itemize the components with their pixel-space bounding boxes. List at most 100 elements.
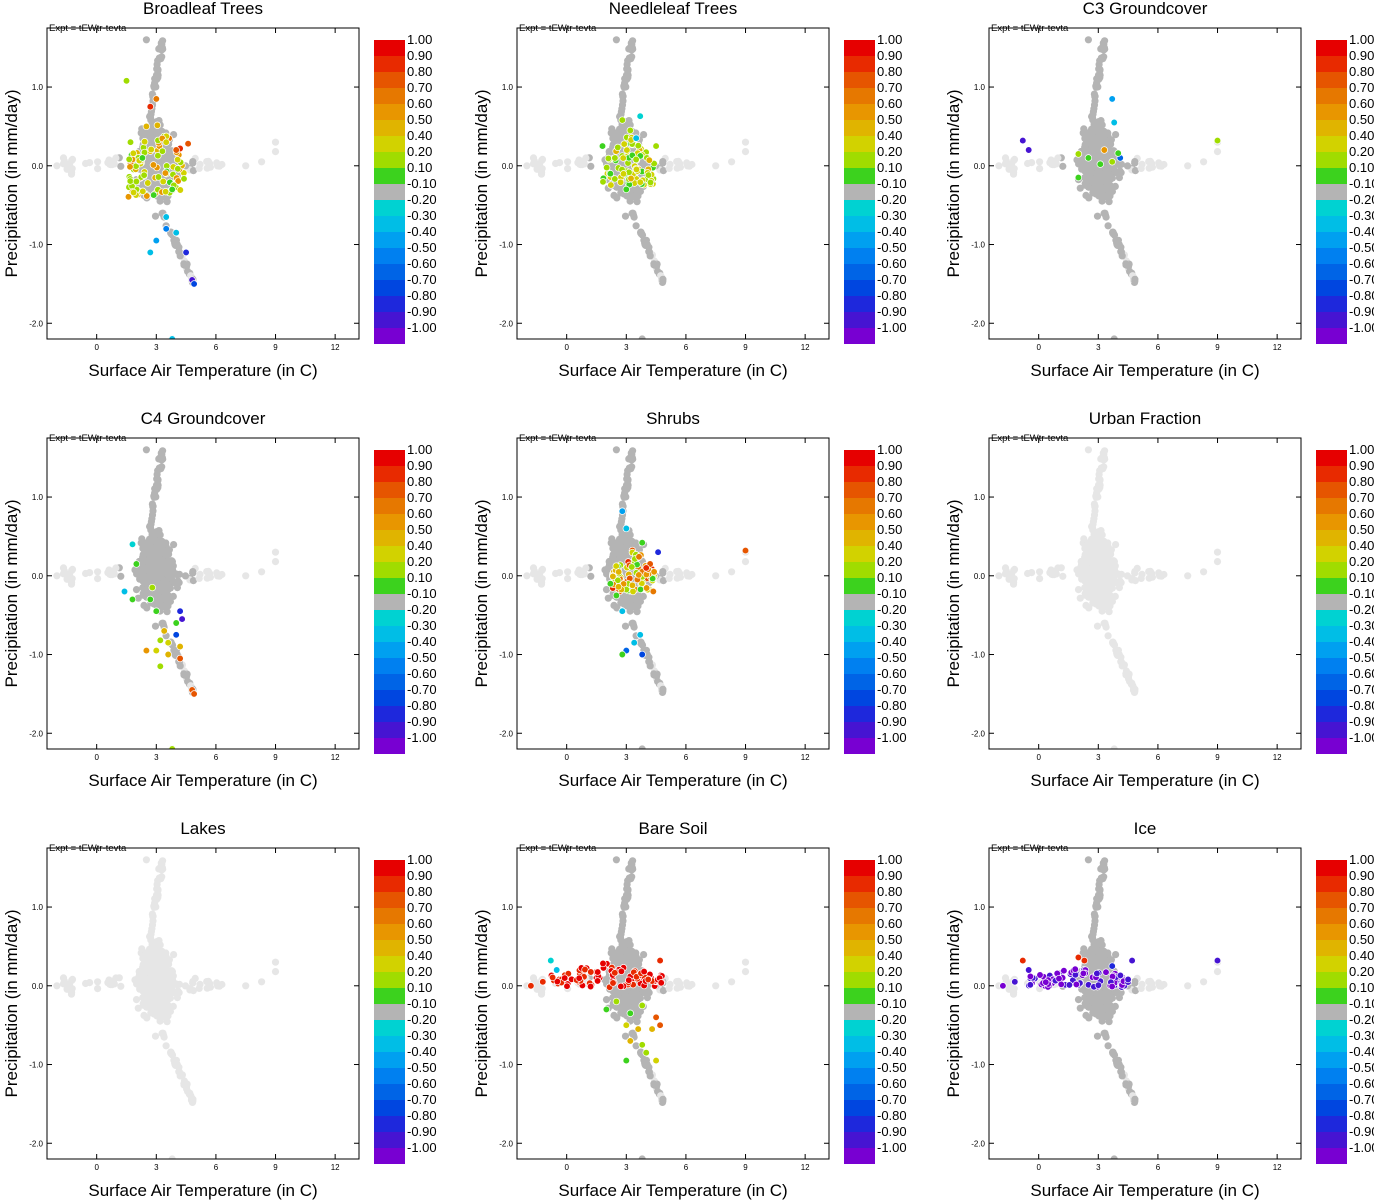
colored-point <box>598 142 607 150</box>
colorbar-label: 0.10 <box>877 160 902 175</box>
y-tick-label: -1.0 <box>499 651 513 660</box>
colored-point <box>622 524 630 533</box>
neutral-point <box>140 601 148 610</box>
neutral-point <box>626 121 634 129</box>
y-tick-label: -2.0 <box>971 319 985 328</box>
colored-point <box>128 595 137 604</box>
neutral-point <box>165 583 173 591</box>
neutral-point <box>1123 162 1132 170</box>
colored-point <box>172 631 180 639</box>
colorbar-label: -0.10 <box>877 176 907 191</box>
colorbar-label: 0.50 <box>1349 112 1374 127</box>
colorbar-swatch <box>844 328 875 344</box>
neutral-point <box>628 454 636 462</box>
colored-point <box>148 583 156 592</box>
colored-point <box>616 178 625 186</box>
neutral-point <box>1076 184 1084 192</box>
x-tick-label: 12 <box>331 753 340 762</box>
neutral-point <box>158 454 166 462</box>
colorbar-label: -0.60 <box>1349 256 1374 271</box>
neutral-point <box>564 575 572 583</box>
colorbar-swatch <box>374 498 405 514</box>
colored-point <box>120 587 129 596</box>
neutral-point <box>587 572 595 580</box>
colorbar-swatch <box>1316 200 1347 216</box>
x-axis-label: Surface Air Temperature (in C) <box>558 361 787 380</box>
colored-point <box>618 607 626 615</box>
colorbar-swatch <box>1316 168 1347 184</box>
y-axis-label: Precipitation (in mm/day) <box>2 499 21 687</box>
neutral-point <box>175 570 183 578</box>
colored-point <box>176 654 184 663</box>
neutral-point <box>556 569 564 577</box>
colored-point <box>626 126 634 135</box>
colorbar-swatch <box>374 200 405 216</box>
neutral-point <box>1082 191 1090 199</box>
colored-point <box>634 142 642 150</box>
colored-point <box>174 165 182 173</box>
colored-point <box>153 121 162 129</box>
colored-point <box>129 188 138 197</box>
neutral-point <box>1200 158 1208 166</box>
colored-point <box>172 619 180 627</box>
neutral-point <box>68 156 76 164</box>
panel-title: Broadleaf Trees <box>143 0 263 18</box>
colorbar-label: -1.00 <box>1349 320 1374 335</box>
colored-point <box>620 140 628 148</box>
colored-point <box>632 155 640 164</box>
colorbar-label: 1.00 <box>877 32 902 47</box>
x-tick-label: 6 <box>214 753 219 762</box>
colorbar-swatch <box>844 136 875 152</box>
neutral-point <box>616 523 625 532</box>
neutral-point <box>659 167 668 175</box>
colorbar-label: 0.20 <box>1349 144 1374 159</box>
x-tick-label: 0 <box>564 343 569 352</box>
colorbar-label: 0.90 <box>877 48 902 63</box>
neutral-point <box>110 160 118 168</box>
neutral-point <box>538 156 546 164</box>
colored-point <box>649 587 657 596</box>
neutral-point <box>609 554 617 562</box>
colored-point <box>128 540 137 548</box>
neutral-point <box>183 672 191 680</box>
neutral-point <box>1090 160 1098 168</box>
colorbar-swatch <box>844 72 875 88</box>
neutral-point <box>86 159 94 167</box>
colorbar-label: -0.90 <box>407 304 437 319</box>
colorbar-label: -0.70 <box>877 272 907 287</box>
neutral-point <box>175 243 183 251</box>
neutral-point <box>618 105 626 113</box>
colorbar-label: 0.60 <box>877 96 902 111</box>
colored-point <box>129 149 137 157</box>
neutral-point <box>582 154 590 162</box>
neutral-point <box>995 162 1003 170</box>
neutral-point <box>154 476 162 484</box>
colorbar-swatch <box>1316 88 1347 104</box>
neutral-point <box>620 596 628 604</box>
x-axis-label: Surface Air Temperature (in C) <box>88 361 317 380</box>
colored-point <box>632 165 641 174</box>
neutral-point <box>624 74 632 82</box>
neutral-point <box>206 569 214 578</box>
neutral-point <box>117 162 125 170</box>
colorbar-label: -0.20 <box>407 192 437 207</box>
neutral-point <box>94 575 102 583</box>
colored-point <box>652 142 660 150</box>
colorbar-swatch <box>374 328 405 344</box>
neutral-point <box>151 212 160 220</box>
colorbar-swatch <box>1316 120 1347 136</box>
neutral-point <box>63 574 71 582</box>
neutral-point <box>159 447 167 455</box>
colorbar-label: 0.20 <box>407 144 432 159</box>
panel-title: Shrubs <box>646 409 700 428</box>
x-axis-label: Surface Air Temperature (in C) <box>1030 361 1259 380</box>
neutral-point <box>59 564 68 572</box>
colorbar-label: -0.40 <box>407 224 437 239</box>
x-tick-label: 3 <box>624 343 629 352</box>
colorbar-label: 0.20 <box>877 144 902 159</box>
neutral-point <box>1090 105 1098 113</box>
colorbar-swatch <box>374 232 405 248</box>
colorbar-label: 0.90 <box>407 458 432 473</box>
